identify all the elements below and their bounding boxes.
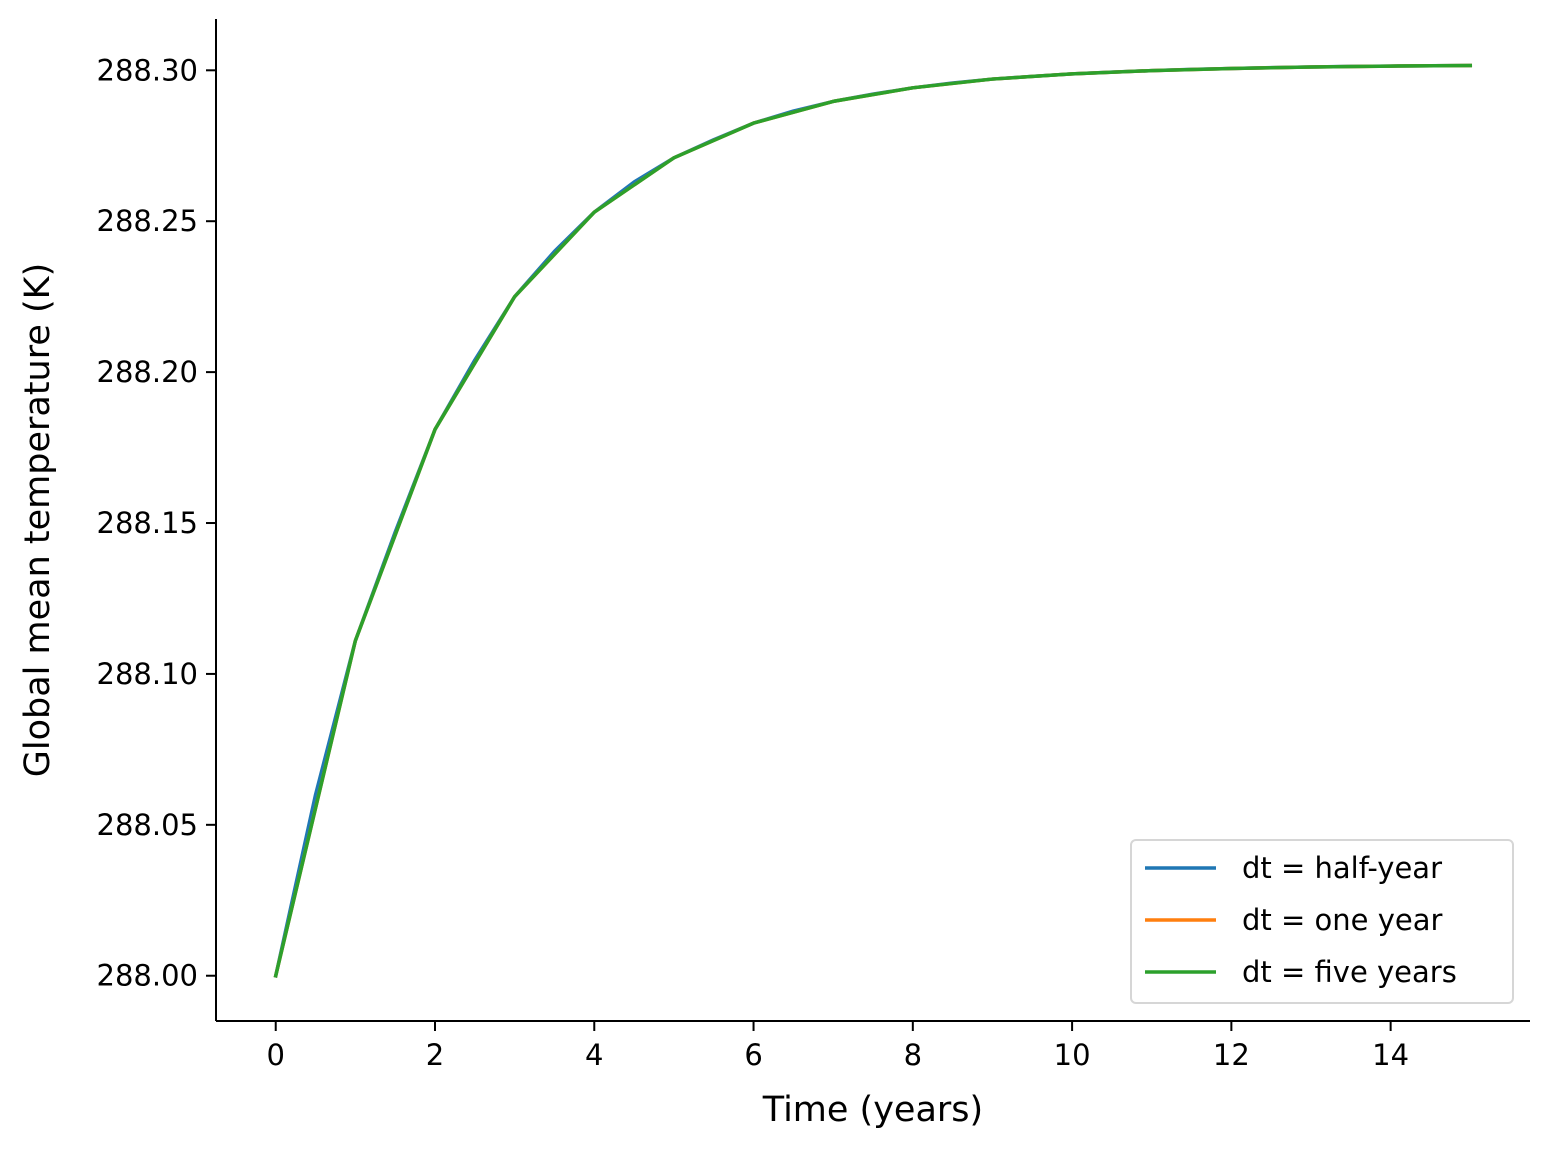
series-line-2 bbox=[273, 63, 1473, 978]
y-tick-label: 288.25 bbox=[97, 204, 198, 238]
legend-items: dt = half-year dt = one year dt = five yea… bbox=[1145, 851, 1457, 989]
y-ticks: 288.00 288.05 288.10 288.15 288.20 288.25 288.… bbox=[97, 53, 216, 993]
series-layer bbox=[273, 63, 1473, 978]
x-tick-label: 4 bbox=[585, 1038, 603, 1072]
x-tick-label: 10 bbox=[1054, 1038, 1091, 1072]
legend-label-1: dt = one year bbox=[1242, 903, 1442, 937]
y-tick-label: 288.20 bbox=[97, 355, 198, 389]
legend: dt = half-year dt = one year dt = five yea… bbox=[1130, 839, 1514, 1004]
x-tick-label: 8 bbox=[904, 1038, 922, 1072]
y-axis-label: Global mean temperature (K) bbox=[18, 263, 58, 778]
x-ticks: 0 2 4 6 8 10 12 14 bbox=[267, 1021, 1409, 1072]
legend-frame bbox=[1130, 839, 1514, 1004]
y-tick-label: 288.05 bbox=[97, 808, 198, 842]
y-tick-label: 288.10 bbox=[97, 657, 198, 691]
x-tick-label: 2 bbox=[426, 1038, 444, 1072]
x-tick-label: 6 bbox=[744, 1038, 762, 1072]
x-axis-label: Time (years) bbox=[762, 1090, 983, 1130]
legend-label-2: dt = five years bbox=[1242, 955, 1457, 989]
x-tick-label: 14 bbox=[1372, 1038, 1409, 1072]
y-tick-label: 288.00 bbox=[97, 959, 198, 993]
legend-label-0: dt = half-year bbox=[1242, 851, 1442, 885]
y-tick-label: 288.15 bbox=[97, 506, 198, 540]
y-tick-label: 288.30 bbox=[97, 53, 198, 87]
x-tick-label: 12 bbox=[1213, 1038, 1250, 1072]
x-tick-label: 0 bbox=[267, 1038, 285, 1072]
